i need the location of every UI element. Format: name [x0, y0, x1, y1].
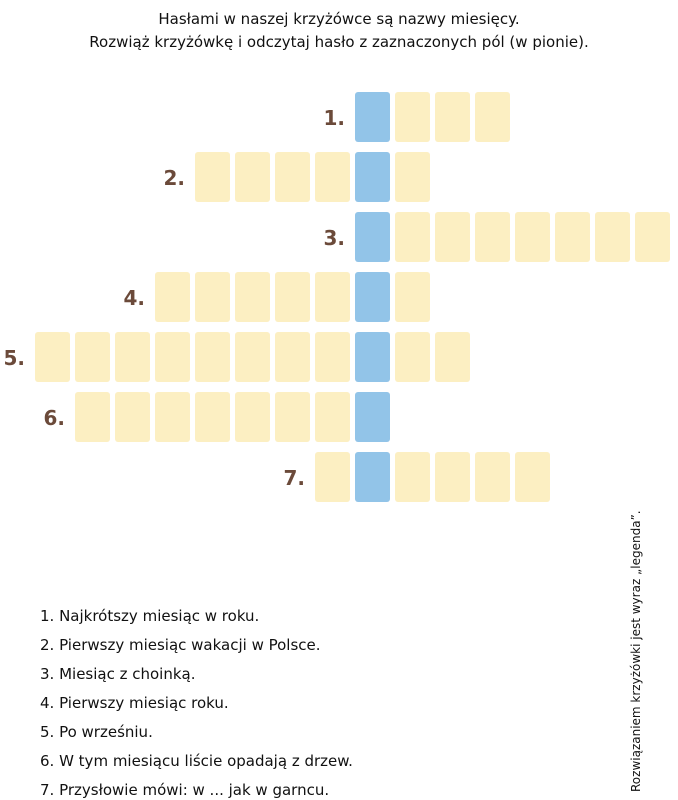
letter-cell	[195, 152, 230, 202]
solution-cell	[355, 452, 390, 502]
letter-cell	[435, 332, 470, 382]
letter-cell	[555, 212, 590, 262]
letter-cell	[195, 272, 230, 322]
solution-cell	[355, 152, 390, 202]
letter-cell	[155, 272, 190, 322]
letter-cell	[35, 332, 70, 382]
letter-cell	[395, 152, 430, 202]
letter-cell	[195, 392, 230, 442]
letter-cell	[75, 392, 110, 442]
letter-cell	[315, 272, 350, 322]
letter-cell	[515, 212, 550, 262]
letter-cell	[435, 92, 470, 142]
clue: 3. Miesiąc z choinką.	[40, 665, 196, 683]
letter-cell	[235, 272, 270, 322]
letter-cell	[275, 332, 310, 382]
clue: 1. Najkrótszy miesiąc w roku.	[40, 607, 259, 625]
letter-cell	[395, 272, 430, 322]
instruction-line: Rozwiąż krzyżówkę i odczytaj hasło z zaz…	[89, 33, 588, 51]
letter-cell	[115, 392, 150, 442]
letter-cell	[275, 152, 310, 202]
solution-cell	[355, 392, 390, 442]
clue: 5. Po wrześniu.	[40, 723, 153, 741]
solution-cell	[355, 272, 390, 322]
row-number: 1.	[323, 106, 345, 130]
letter-cell	[395, 92, 430, 142]
letter-cell	[315, 452, 350, 502]
letter-cell	[275, 392, 310, 442]
solution-cell	[355, 212, 390, 262]
letter-cell	[235, 392, 270, 442]
letter-cell	[595, 212, 630, 262]
letter-cell	[515, 452, 550, 502]
letter-cell	[395, 452, 430, 502]
row-number: 6.	[43, 406, 65, 430]
letter-cell	[275, 272, 310, 322]
row-number: 2.	[163, 166, 185, 190]
letter-cell	[475, 92, 510, 142]
letter-cell	[315, 392, 350, 442]
clue: 2. Pierwszy miesiąc wakacji w Polsce.	[40, 636, 321, 654]
row-number: 7.	[283, 466, 305, 490]
row-number: 3.	[323, 226, 345, 250]
letter-cell	[235, 152, 270, 202]
clue: 4. Pierwszy miesiąc roku.	[40, 694, 229, 712]
instruction-line: Hasłami w naszej krzyżówce są nazwy mies…	[158, 10, 519, 28]
solution-cell	[355, 92, 390, 142]
letter-cell	[475, 452, 510, 502]
clue: 6. W tym miesiącu liście opadają z drzew…	[40, 752, 353, 770]
letter-cell	[75, 332, 110, 382]
letter-cell	[235, 332, 270, 382]
letter-cell	[395, 332, 430, 382]
letter-cell	[155, 332, 190, 382]
letter-cell	[315, 332, 350, 382]
letter-cell	[435, 452, 470, 502]
row-number: 4.	[123, 286, 145, 310]
crossword: 1. 2. 3. 4. 5. 6. 7.	[3, 92, 670, 502]
letter-cell	[395, 212, 430, 262]
answer-note: Rozwiązaniem krzyżówki jest wyraz „legen…	[629, 510, 643, 792]
clue: 7. Przysłowie mówi: w ... jak w garncu.	[40, 781, 329, 799]
letter-cell	[155, 392, 190, 442]
letter-cell	[435, 212, 470, 262]
letter-cell	[115, 332, 150, 382]
letter-cell	[195, 332, 230, 382]
solution-cell	[355, 332, 390, 382]
row-number: 5.	[3, 346, 25, 370]
clue-list: 1. Najkrótszy miesiąc w roku. 2. Pierwszy…	[40, 607, 353, 799]
letter-cell	[635, 212, 670, 262]
letter-cell	[315, 152, 350, 202]
letter-cell	[475, 212, 510, 262]
